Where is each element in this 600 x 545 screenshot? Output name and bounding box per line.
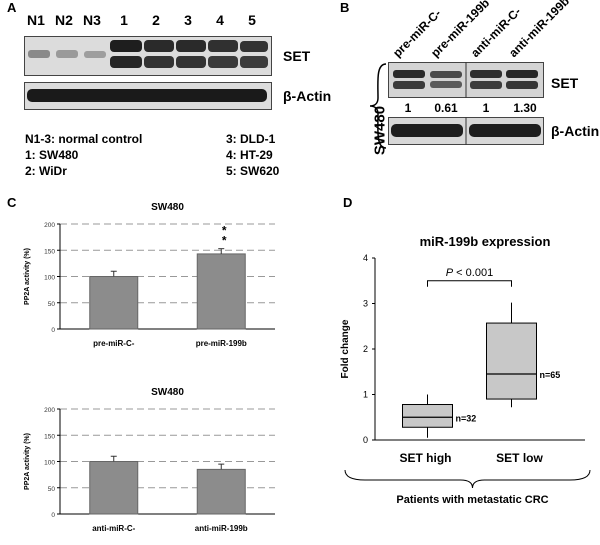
x-tick-label: pre-miR-199b [196,339,247,348]
n-label: n=32 [456,413,477,423]
pp2a-chart-pre-mir: SW480 0 50 100 150 200 PP2A activity (%) pre-mi… [24,202,275,348]
panel-b-set-label: SET [551,75,579,91]
y-tick-label: 0 [51,327,55,334]
y-axis-label: PP2A activity (%) [24,433,31,490]
panel-c-charts: SW480 0 50 100 150 200 PP2A activity (%) pre-mi… [24,202,275,533]
ratio-pre-mir-c: 1 [404,101,412,115]
ratio-anti-mir-c: 1 [482,101,490,115]
box [486,322,537,400]
y-tick-label: 50 [48,486,56,493]
panel-a-legend-right: 3: DLD-1 4: HT-29 5: SW620 [226,131,279,179]
ratio-anti-mir-199b: 1.30 [513,101,537,115]
bar [196,468,246,515]
y-tick-label: 100 [44,460,55,467]
x-tick-label: pre-miR-C- [93,339,135,348]
y-tick-label: 200 [44,222,55,229]
y-axis-label: Fold change [340,319,351,378]
lane-3: 3 [184,12,192,28]
lane-1: 1 [120,12,128,28]
x-tick-label: SET low [496,451,543,465]
y-tick-label: 3 [363,299,368,309]
y-tick-label: 200 [44,407,55,414]
y-tick-label: 150 [44,433,55,440]
n-label: n=65 [540,370,561,380]
y-tick-label: 2 [363,344,368,354]
significance-star: * [222,234,227,248]
lane-2: 2 [152,12,160,28]
y-tick-label: 0 [363,435,368,445]
panel-c-label: C [7,195,17,210]
bar [89,461,139,515]
p-value: P < 0.001 [446,267,493,279]
y-tick-label: 50 [48,301,56,308]
y-tick-label: 100 [44,275,55,282]
lane-5: 5 [248,12,256,28]
panel-b-actin-blot [388,117,544,145]
panel-b-actin-label: β-Actin [551,123,600,139]
pp2a-chart-anti-mir: SW480 0 50 100 150 200 PP2A activity (%) anti-m… [24,387,275,533]
lane-n3: N3 [83,12,101,28]
chart-title: SW480 [151,202,184,213]
chart-title: miR-199b expression [420,234,551,249]
panel-d-label: D [343,195,353,210]
panel-a-actin-blot [24,82,272,110]
panel-d-chart: miR-199b expression 0 1 2 3 4 Fold change n=32 n… [340,234,591,506]
y-tick-label: 1 [363,390,368,400]
legend-3: 3: DLD-1 [226,132,276,146]
legend-1: 1: SW480 [25,148,79,162]
group-label: Patients with metastatic CRC [396,494,548,506]
lane-4: 4 [216,12,224,28]
legend-5: 5: SW620 [226,164,280,178]
panel-b-label: B [340,0,350,15]
x-tick-label: anti-miR-C- [92,524,135,533]
panel-b-set-blot [388,62,544,98]
y-tick-label: 4 [363,253,368,263]
y-tick-label: 150 [44,248,55,255]
panel-a-set-label: SET [283,48,311,64]
x-tick-label: anti-miR-199b [195,524,248,533]
y-tick-label: 0 [51,512,55,519]
lane-n2: N2 [55,12,73,28]
mir199b-boxplot: miR-199b expression 0 1 2 3 4 Fold change n=32 n… [340,234,591,506]
x-tick-label: SET high [400,451,452,465]
y-axis-label: PP2A activity (%) [24,248,31,305]
panel-a-set-blot [24,36,272,76]
significance-star: * [222,224,227,238]
lane-n1: N1 [27,12,45,28]
box [402,404,453,428]
legend-n1-3: N1-3: normal control [25,132,143,146]
chart-title: SW480 [151,387,184,398]
significance-bracket [427,280,512,287]
ratio-pre-mir-199b: 0.61 [434,101,458,115]
panel-b-brace [369,63,387,149]
panel-a-legend-left: N1-3: normal control 1: SW480 2: WiDr [25,131,142,179]
bar [89,276,139,330]
group-brace [344,469,591,489]
panel-a-label: A [7,0,17,15]
legend-2: 2: WiDr [25,164,67,178]
legend-4: 4: HT-29 [226,148,273,162]
panel-a-actin-label: β-Actin [283,88,332,104]
bar [196,253,246,330]
